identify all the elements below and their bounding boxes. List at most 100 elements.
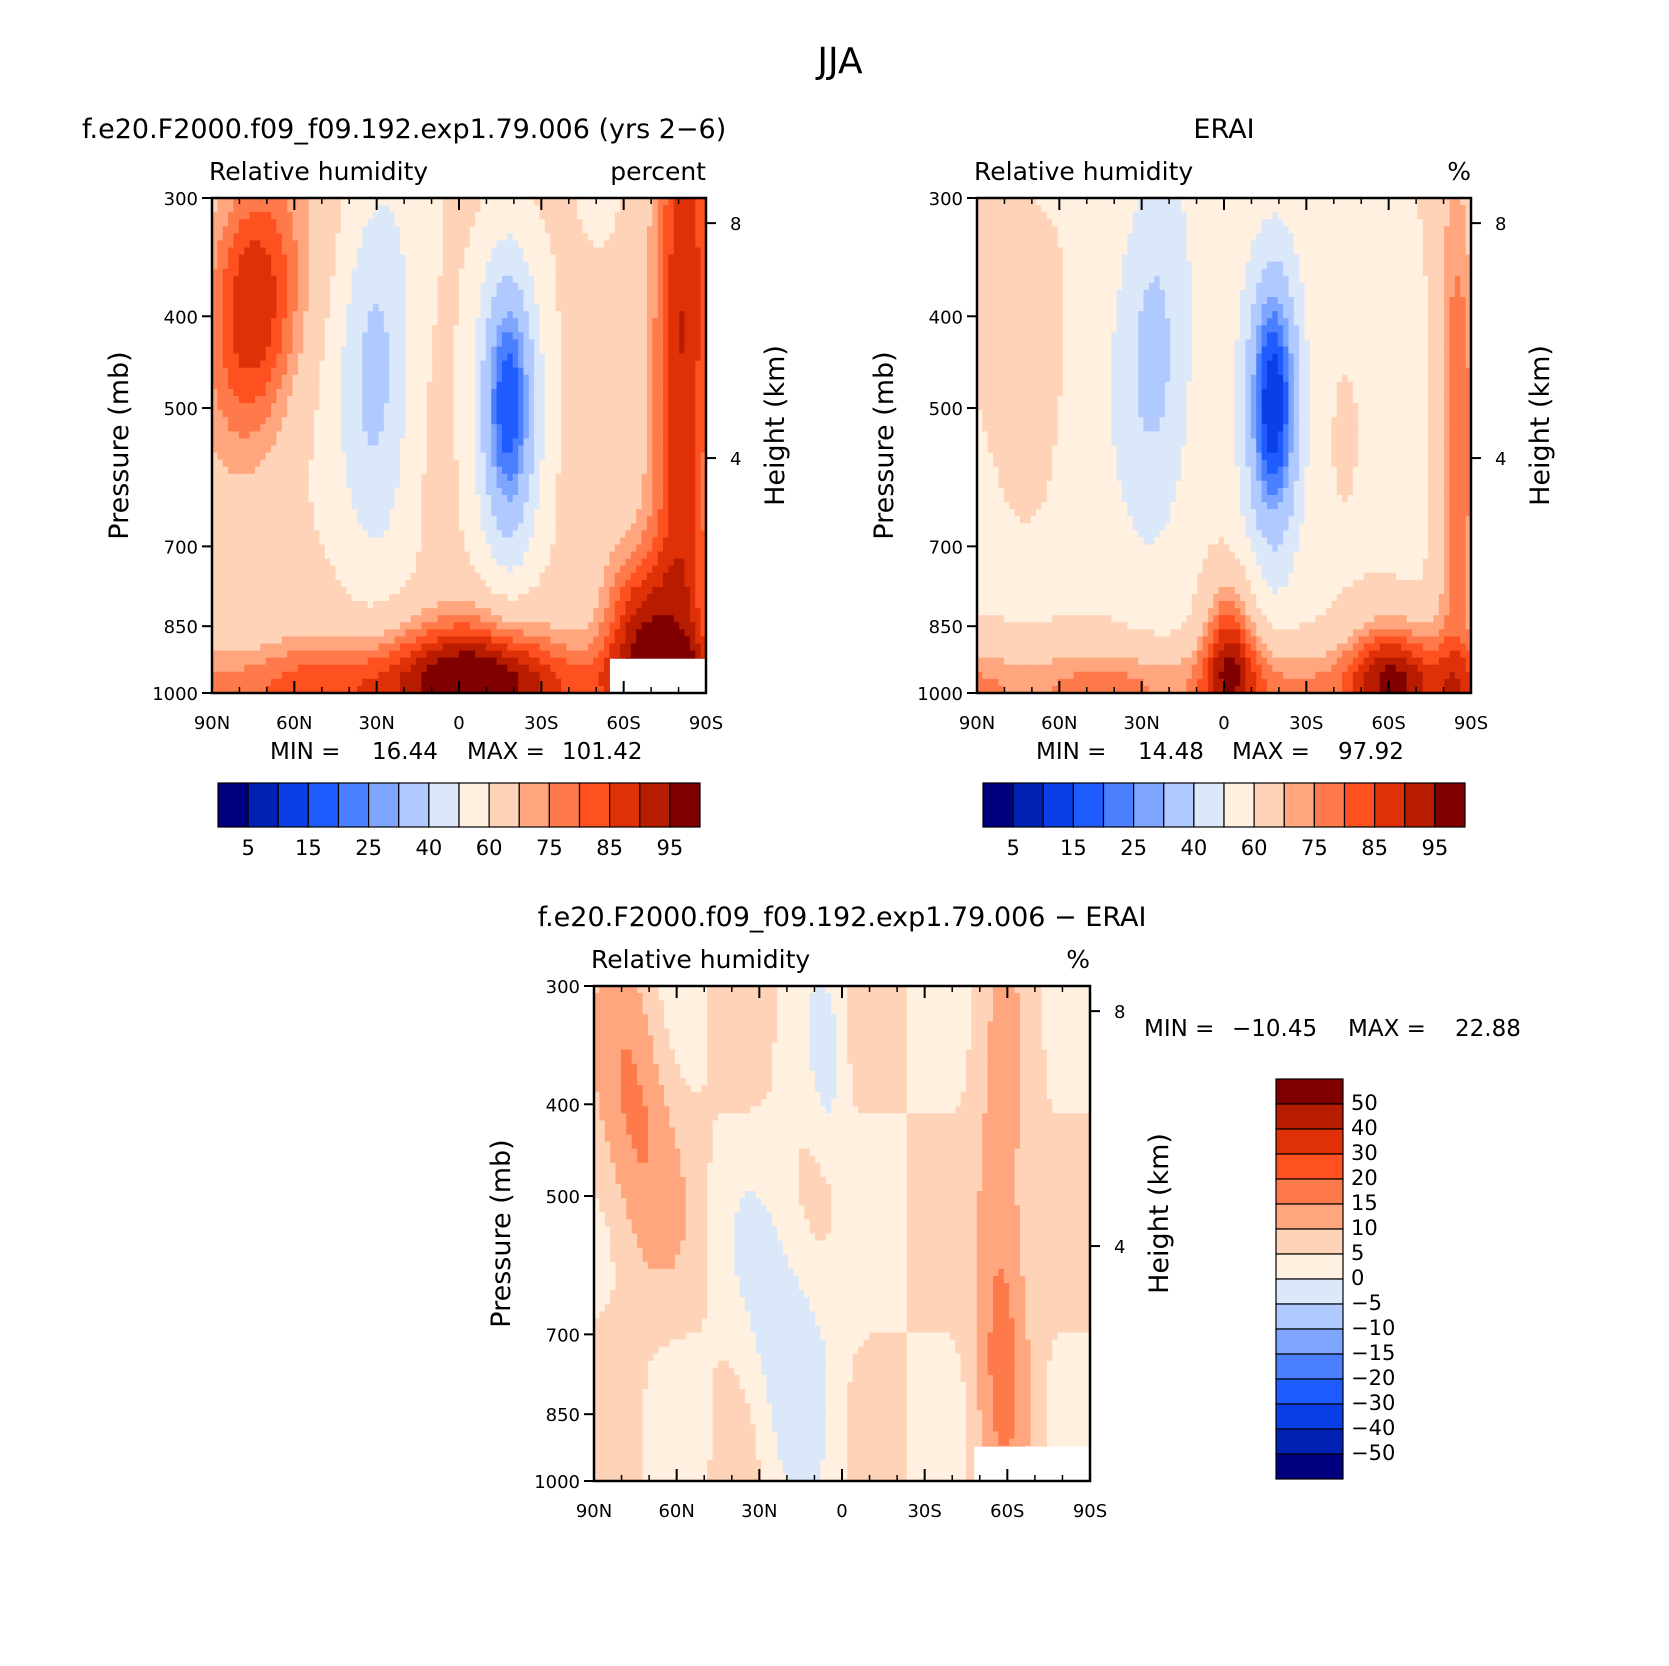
field-cell bbox=[501, 480, 508, 489]
field-cell bbox=[700, 516, 707, 524]
field-cell bbox=[432, 452, 439, 461]
field-cell bbox=[437, 445, 444, 454]
field-cell bbox=[625, 530, 632, 539]
field-cell bbox=[555, 304, 562, 312]
field-cell bbox=[475, 558, 482, 567]
field-cell bbox=[356, 353, 363, 362]
field-cell bbox=[432, 247, 439, 256]
field-cell bbox=[652, 480, 659, 489]
field-cell bbox=[571, 516, 578, 524]
field-cell bbox=[518, 339, 525, 348]
field-cell bbox=[238, 289, 245, 298]
field-cell bbox=[528, 424, 535, 432]
field-cell bbox=[459, 381, 465, 390]
field-cell bbox=[292, 396, 299, 404]
field-cell bbox=[432, 282, 439, 291]
field-cell bbox=[308, 388, 315, 397]
field-cell bbox=[679, 374, 686, 383]
field-cell bbox=[356, 311, 363, 319]
field-cell bbox=[416, 381, 423, 390]
field-cell bbox=[582, 374, 589, 383]
field-cell bbox=[265, 212, 272, 220]
field-cell bbox=[383, 304, 390, 312]
field-cell bbox=[292, 346, 299, 355]
field-cell bbox=[695, 523, 702, 531]
field-cell bbox=[571, 558, 578, 567]
field-cell bbox=[630, 480, 637, 489]
field-cell bbox=[276, 233, 283, 242]
field-cell bbox=[356, 388, 363, 397]
field-cell bbox=[518, 297, 525, 305]
field-cell bbox=[603, 339, 610, 348]
field-cell bbox=[684, 219, 691, 227]
field-cell bbox=[528, 396, 535, 404]
field-cell bbox=[587, 403, 594, 411]
field-cell bbox=[351, 198, 358, 206]
field-cell bbox=[442, 438, 449, 447]
field-cell bbox=[700, 311, 707, 319]
field-cell bbox=[297, 360, 304, 369]
field-cell bbox=[228, 247, 235, 256]
field-cell bbox=[475, 551, 482, 560]
field-cell bbox=[459, 275, 465, 284]
field-cell bbox=[625, 466, 632, 475]
field-cell bbox=[577, 424, 584, 432]
field-cell bbox=[614, 551, 621, 560]
field-cell bbox=[448, 544, 455, 553]
field-cell bbox=[448, 254, 455, 263]
field-cell bbox=[399, 261, 406, 270]
field-cell bbox=[319, 523, 326, 531]
field-cell bbox=[405, 551, 412, 560]
field-cell bbox=[383, 424, 390, 432]
field-cell bbox=[228, 459, 235, 468]
field-cell bbox=[700, 289, 707, 298]
field-cell bbox=[394, 445, 401, 454]
field-cell bbox=[630, 205, 637, 213]
field-cell bbox=[297, 572, 304, 581]
field-cell bbox=[276, 367, 283, 376]
field-cell bbox=[550, 346, 557, 355]
field-cell bbox=[330, 282, 337, 291]
field-cell bbox=[448, 452, 455, 461]
field-cell bbox=[410, 254, 417, 263]
field-cell bbox=[254, 353, 261, 362]
field-cell bbox=[394, 318, 401, 326]
field-cell bbox=[593, 424, 600, 432]
field-cell bbox=[448, 537, 455, 546]
field-cell bbox=[394, 509, 401, 517]
field-cell bbox=[630, 572, 637, 581]
field-cell bbox=[459, 537, 465, 546]
field-cell bbox=[480, 339, 487, 348]
field-cell bbox=[249, 530, 256, 539]
field-cell bbox=[485, 247, 492, 256]
field-cell bbox=[378, 254, 385, 263]
field-cell bbox=[657, 572, 664, 581]
field-cell bbox=[335, 339, 342, 348]
field-cell bbox=[646, 445, 653, 454]
field-cell bbox=[432, 311, 439, 319]
field-cell bbox=[657, 346, 664, 355]
field-cell bbox=[244, 205, 251, 213]
field-cell bbox=[426, 459, 433, 468]
field-cell bbox=[630, 516, 637, 524]
field-cell bbox=[668, 466, 675, 475]
field-cell bbox=[528, 410, 535, 418]
field-cell bbox=[421, 403, 428, 411]
field-cell bbox=[620, 261, 627, 270]
field-cell bbox=[636, 275, 643, 284]
field-cell bbox=[330, 452, 337, 461]
field-cell bbox=[657, 417, 664, 425]
field-cell bbox=[577, 332, 584, 341]
field-cell bbox=[448, 438, 455, 447]
field-cell bbox=[426, 431, 433, 440]
field-cell bbox=[544, 240, 551, 249]
field-cell bbox=[244, 388, 251, 397]
field-cell bbox=[249, 558, 256, 567]
field-cell bbox=[625, 551, 632, 560]
field-cell bbox=[448, 509, 455, 517]
field-cell bbox=[378, 473, 385, 482]
field-cell bbox=[356, 438, 363, 447]
field-cell bbox=[544, 452, 551, 461]
field-cell bbox=[679, 212, 686, 220]
field-cell bbox=[303, 551, 310, 560]
